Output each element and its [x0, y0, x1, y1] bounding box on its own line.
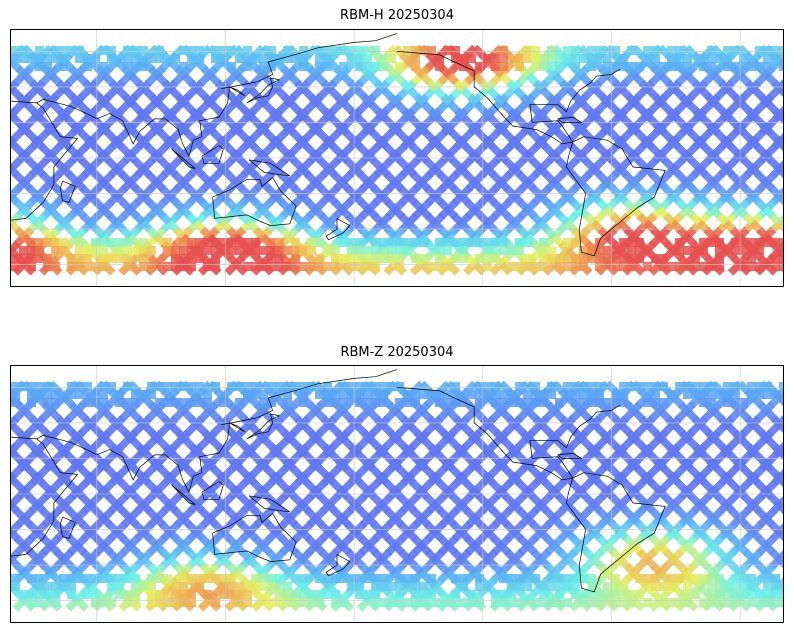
map-frame — [10, 29, 784, 287]
swath-map — [11, 366, 783, 622]
map-frame — [10, 365, 784, 623]
swath-map — [11, 30, 783, 286]
panel-title: RBM-H 20250304 — [0, 8, 794, 23]
panel-title: RBM-Z 20250304 — [0, 345, 794, 360]
